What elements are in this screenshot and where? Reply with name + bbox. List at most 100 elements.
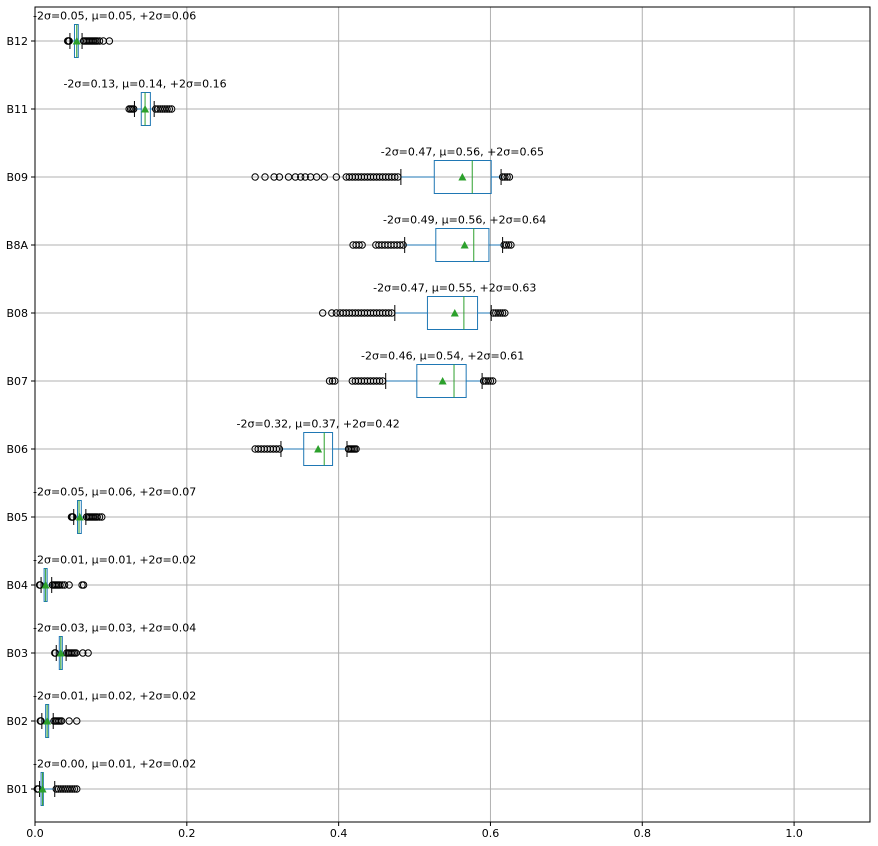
outlier-point bbox=[301, 173, 309, 181]
outlier-point bbox=[486, 377, 495, 385]
outlier-point bbox=[70, 785, 79, 793]
box-b01: -2σ=0.00, μ=0.01, +2σ=0.02 bbox=[33, 758, 196, 806]
outlier-point bbox=[275, 445, 284, 453]
x-tick-label: 0.6 bbox=[482, 827, 500, 840]
iqr-box bbox=[433, 160, 492, 194]
outlier-point bbox=[69, 513, 77, 521]
outlier-point bbox=[57, 717, 66, 725]
outlier-point bbox=[270, 173, 278, 181]
outlier-point bbox=[261, 173, 269, 181]
mean-marker bbox=[458, 173, 467, 181]
mean-marker bbox=[75, 513, 84, 521]
outlier-point bbox=[73, 717, 81, 725]
outlier-point bbox=[56, 581, 64, 589]
outlier-point bbox=[501, 309, 509, 317]
stats-annotation: -2σ=0.01, μ=0.02, +2σ=0.02 bbox=[33, 690, 196, 703]
x-tick-label: 0.2 bbox=[178, 827, 196, 840]
outlier-point bbox=[504, 241, 513, 249]
outlier-point bbox=[167, 105, 176, 113]
mean-marker bbox=[314, 445, 323, 453]
mean-marker bbox=[38, 785, 47, 793]
box-b06: -2σ=0.32, μ=0.37, +2σ=0.42 bbox=[237, 418, 400, 466]
iqr-box bbox=[426, 296, 479, 330]
outlier-point bbox=[291, 173, 300, 181]
mean-marker bbox=[438, 377, 447, 385]
outlier-point bbox=[328, 309, 336, 317]
stats-annotation: -2σ=0.46, μ=0.54, +2σ=0.61 bbox=[361, 350, 524, 363]
y-tick-label: B05 bbox=[6, 511, 28, 524]
stats-annotation: -2σ=0.32, μ=0.37, +2σ=0.42 bbox=[237, 418, 400, 431]
outlier-point bbox=[352, 445, 360, 453]
box-b05: -2σ=0.05, μ=0.06, +2σ=0.07 bbox=[33, 486, 196, 534]
outlier-point bbox=[60, 581, 69, 589]
y-tick-label: B09 bbox=[6, 171, 28, 184]
outlier-point bbox=[68, 785, 76, 793]
mean-marker bbox=[141, 105, 150, 113]
mean-marker bbox=[41, 581, 50, 589]
box-group: -2σ=0.00, μ=0.01, +2σ=0.02 -2σ=0.01, μ=0.… bbox=[33, 10, 546, 806]
outlier-point bbox=[65, 37, 73, 45]
outlier-point bbox=[84, 649, 92, 657]
box-b09: -2σ=0.47, μ=0.56, +2σ=0.65 bbox=[251, 146, 544, 194]
box-b04: -2σ=0.01, μ=0.01, +2σ=0.02 bbox=[33, 554, 196, 602]
outlier-point bbox=[95, 513, 104, 521]
x-tick-label: 0.0 bbox=[26, 827, 44, 840]
y-axis: B01 B02 B03 B04 B05 B06 B07 B08 B8A B09 B11 B12 bbox=[6, 35, 35, 796]
x-tick-label: 1.0 bbox=[785, 827, 803, 840]
outlier-point bbox=[396, 241, 404, 249]
outlier-point bbox=[65, 717, 73, 725]
plot-area bbox=[35, 7, 870, 822]
outlier-point bbox=[320, 173, 328, 181]
outlier-point bbox=[105, 37, 114, 45]
outlier-point bbox=[163, 105, 171, 113]
outlier-point bbox=[399, 241, 407, 249]
outlier-point bbox=[331, 377, 339, 385]
outlier-point bbox=[296, 173, 305, 181]
outlier-point bbox=[507, 241, 515, 249]
box-b11: -2σ=0.13, μ=0.14, +2σ=0.16 bbox=[63, 78, 227, 126]
iqr-box bbox=[303, 432, 334, 466]
outlier-point bbox=[489, 377, 497, 385]
outlier-point bbox=[378, 377, 387, 385]
outlier-point bbox=[251, 173, 259, 181]
outlier-point bbox=[355, 241, 363, 249]
outlier-point bbox=[275, 173, 284, 181]
box-b03: -2σ=0.03, μ=0.03, +2σ=0.04 bbox=[33, 622, 196, 670]
y-tick-label: B06 bbox=[6, 443, 28, 456]
outlier-point bbox=[505, 173, 514, 181]
outlier-point bbox=[93, 513, 101, 521]
y-tick-label: B01 bbox=[6, 783, 28, 796]
outlier-point bbox=[375, 377, 384, 385]
x-tick-label: 0.8 bbox=[634, 827, 652, 840]
mean-marker bbox=[72, 37, 81, 45]
stats-annotation: -2σ=0.05, μ=0.06, +2σ=0.07 bbox=[33, 486, 196, 499]
outlier-point bbox=[328, 377, 337, 385]
grid-lines bbox=[34, 7, 870, 822]
box-b02: -2σ=0.01, μ=0.02, +2σ=0.02 bbox=[33, 690, 196, 738]
y-tick-label: B04 bbox=[6, 579, 28, 592]
outlier-point bbox=[272, 445, 281, 453]
stats-annotation: -2σ=0.47, μ=0.55, +2σ=0.63 bbox=[373, 282, 536, 295]
stats-annotation: -2σ=0.01, μ=0.01, +2σ=0.02 bbox=[33, 554, 196, 567]
outlier-point bbox=[325, 377, 334, 385]
box-b12: -2σ=0.05, μ=0.05, +2σ=0.06 bbox=[33, 10, 196, 58]
mean-marker bbox=[56, 649, 65, 657]
y-tick-label: B03 bbox=[6, 647, 28, 660]
stats-annotation: -2σ=0.05, μ=0.05, +2σ=0.06 bbox=[33, 10, 196, 23]
outlier-point bbox=[484, 377, 492, 385]
outlier-point bbox=[95, 37, 104, 45]
mean-marker bbox=[43, 717, 52, 725]
outlier-point bbox=[129, 105, 138, 113]
outlier-point bbox=[79, 649, 87, 657]
stats-annotation: -2σ=0.03, μ=0.03, +2σ=0.04 bbox=[33, 622, 196, 635]
y-tick-label: B07 bbox=[6, 375, 28, 388]
outlier-point bbox=[165, 105, 174, 113]
y-tick-label: B8A bbox=[6, 239, 29, 252]
box-b08: -2σ=0.47, μ=0.55, +2σ=0.63 bbox=[318, 282, 536, 330]
outlier-point bbox=[358, 241, 366, 249]
outlier-point bbox=[385, 309, 393, 317]
x-tick-label: 0.4 bbox=[330, 827, 348, 840]
outlier-point bbox=[98, 513, 106, 521]
mean-marker bbox=[460, 241, 469, 249]
